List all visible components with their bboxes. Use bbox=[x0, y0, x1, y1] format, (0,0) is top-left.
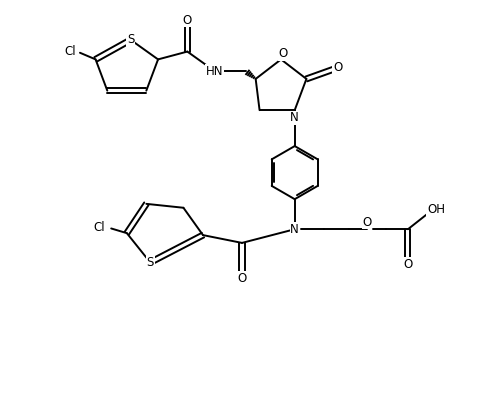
Text: O: O bbox=[403, 258, 412, 271]
Text: S: S bbox=[127, 33, 135, 46]
Text: Cl: Cl bbox=[94, 221, 106, 234]
Text: O: O bbox=[183, 14, 192, 27]
Text: O: O bbox=[278, 47, 287, 60]
Text: HN: HN bbox=[206, 65, 224, 78]
Text: O: O bbox=[237, 272, 247, 285]
Text: Cl: Cl bbox=[64, 45, 76, 58]
Text: O: O bbox=[333, 61, 342, 74]
Text: OH: OH bbox=[427, 203, 445, 216]
Text: N: N bbox=[290, 223, 299, 236]
Text: N: N bbox=[290, 111, 299, 124]
Text: O: O bbox=[363, 216, 372, 229]
Text: S: S bbox=[147, 256, 154, 269]
